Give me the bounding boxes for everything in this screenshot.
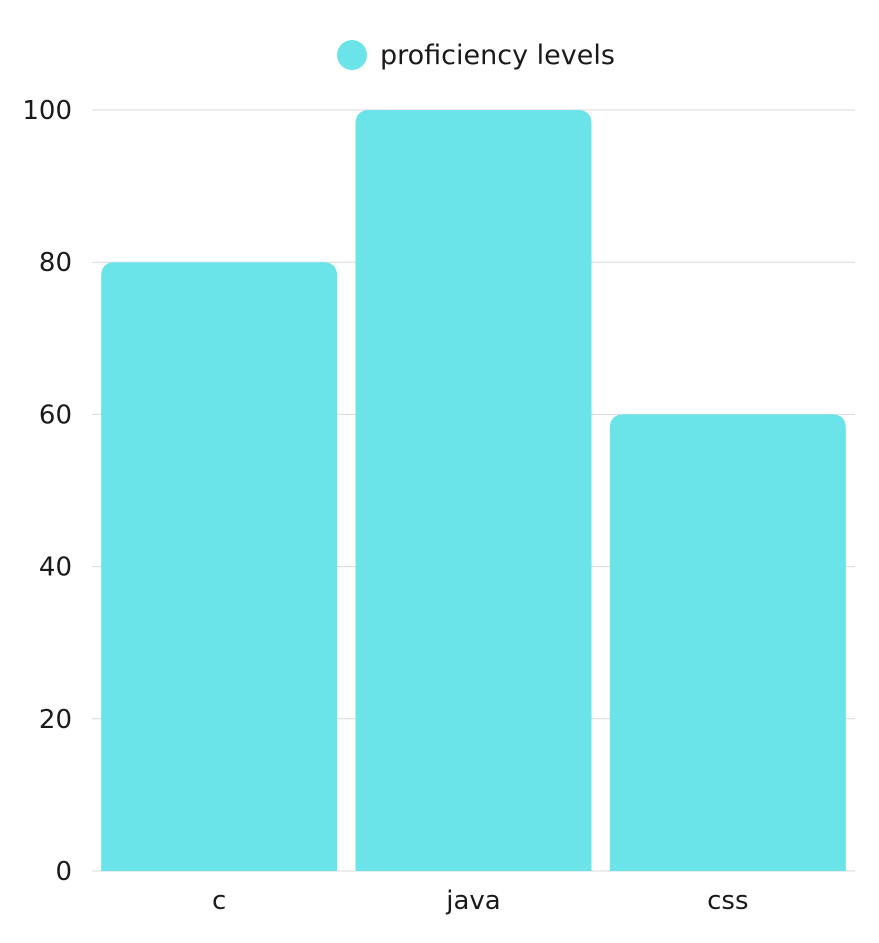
bar-c[interactable] [101,262,338,871]
y-tick-label-0: 0 [55,857,72,887]
x-tick-label-java: java [445,886,500,916]
bar-java[interactable] [355,110,592,871]
y-tick-label-40: 40 [39,553,72,583]
y-tick-label-80: 80 [39,248,72,278]
y-tick-label-20: 20 [39,705,72,735]
x-axis: c java css [212,886,749,916]
x-tick-label-css: css [707,886,748,916]
legend-label-proficiency-levels: proficiency levels [380,40,615,71]
legend-swatch [337,40,367,70]
y-axis: 0 20 40 60 80 100 [22,96,72,887]
x-tick-label-c: c [212,886,226,916]
y-tick-label-100: 100 [22,96,72,126]
bars [101,110,846,871]
bar-css[interactable] [609,414,846,871]
chart-legend[interactable]: proficiency levels [337,40,615,71]
y-tick-label-60: 60 [39,400,72,430]
